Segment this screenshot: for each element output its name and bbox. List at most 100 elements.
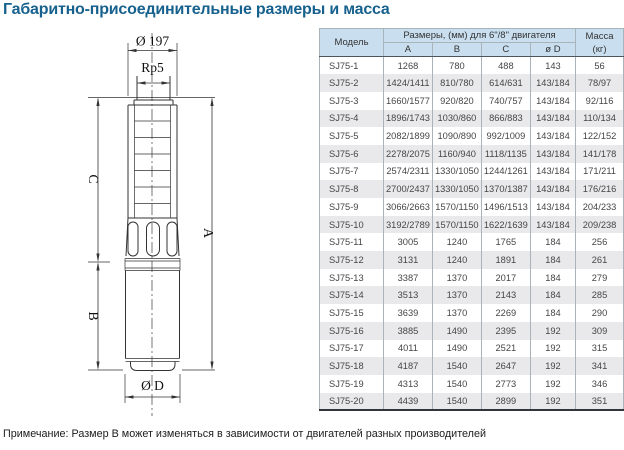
value-cell: 2700/2437 [382, 180, 433, 198]
model-cell: SJ75-5 [319, 127, 384, 145]
value-cell: 122/152 [575, 127, 624, 145]
value-cell: 290 [575, 304, 624, 322]
value-cell: 3513 [382, 286, 433, 305]
mass-label-line1: Масса [585, 30, 614, 42]
value-cell: 1570/1150 [431, 215, 482, 234]
col-header-model: Модель [319, 28, 384, 57]
table-row: SJ75-4 1896/1743 1030/860 866/883 143/184 110… [319, 109, 624, 128]
table-row: SJ75-1 1268 780 488 143 56 [319, 56, 624, 75]
value-cell: 1490 [431, 339, 482, 358]
value-cell: 351 [575, 392, 624, 412]
value-cell: 1896/1743 [382, 109, 433, 128]
value-cell: 143 [529, 56, 577, 75]
value-cell: 2082/1899 [382, 127, 433, 145]
value-cell: 309 [575, 321, 624, 340]
value-cell: 3885 [382, 321, 433, 340]
col-header-dims-group: Размеры, (мм) для 6"/8" двигателя [382, 28, 577, 43]
value-cell: 1540 [431, 357, 482, 375]
value-cell: 285 [575, 286, 624, 305]
value-cell: 1370 [431, 268, 482, 287]
dimensions-table: Модель Размеры, (мм) для 6"/8" двигателя… [319, 28, 624, 412]
value-cell: 2521 [480, 339, 531, 358]
value-cell: 2899 [480, 392, 531, 412]
value-cell: 92/116 [575, 91, 624, 110]
table-row: SJ75-18 4187 1540 2647 192 341 [319, 357, 624, 375]
value-cell: 1622/1639 [480, 215, 531, 234]
table-row: SJ75-8 2700/2437 1330/1050 1370/1387 143/184… [319, 180, 624, 198]
value-cell: 2574/2311 [382, 162, 433, 181]
table-row: SJ75-12 3131 1240 1891 184 261 [319, 251, 624, 269]
value-cell: 488 [480, 56, 531, 75]
value-cell: 4313 [382, 374, 433, 393]
value-cell: 1370 [431, 304, 482, 322]
value-cell: 1090/890 [431, 127, 482, 145]
table-row: SJ75-5 2082/1899 1090/890 992/1009 143/184 12… [319, 127, 624, 145]
value-cell: 2143 [480, 286, 531, 305]
value-cell: 143/184 [529, 74, 577, 92]
value-cell: 346 [575, 374, 624, 393]
value-cell: 192 [529, 374, 577, 393]
model-cell: SJ75-16 [319, 321, 384, 340]
value-cell: 1370 [431, 286, 482, 305]
mass-label-line2: (кг) [592, 43, 607, 55]
value-cell: 810/780 [431, 74, 482, 92]
model-cell: SJ75-11 [319, 233, 384, 252]
value-cell: 184 [529, 233, 577, 252]
value-cell: 2278/2075 [382, 144, 433, 163]
value-cell: 1240 [431, 251, 482, 269]
value-cell: 143/184 [529, 215, 577, 234]
model-cell: SJ75-17 [319, 339, 384, 358]
value-cell: 3639 [382, 304, 433, 322]
value-cell: 2647 [480, 357, 531, 375]
table-row: SJ75-17 4011 1490 2521 192 315 [319, 339, 624, 358]
model-cell: SJ75-10 [319, 215, 384, 234]
table-row: SJ75-20 4439 1540 2899 192 351 [319, 392, 624, 412]
model-cell: SJ75-13 [319, 268, 384, 287]
value-cell: 176/216 [575, 180, 624, 198]
model-cell: SJ75-8 [319, 180, 384, 198]
value-cell: 1540 [431, 374, 482, 393]
value-cell: 184 [529, 268, 577, 287]
value-cell: 184 [529, 251, 577, 269]
value-cell: 143/184 [529, 198, 577, 216]
value-cell: 3005 [382, 233, 433, 252]
value-cell: 110/134 [575, 109, 624, 128]
model-cell: SJ75-2 [319, 74, 384, 92]
model-cell: SJ75-6 [319, 144, 384, 163]
dimension-c: C [85, 97, 110, 263]
model-cell: SJ75-18 [319, 357, 384, 375]
value-cell: 1496/1513 [480, 198, 531, 216]
value-cell: 184 [529, 286, 577, 305]
value-cell: 3387 [382, 268, 433, 287]
model-cell: SJ75-20 [319, 392, 384, 412]
value-cell: 740/757 [480, 91, 531, 110]
table-row: SJ75-3 1660/1577 920/820 740/757 143/184 92/1… [319, 91, 624, 110]
thread-label: Rp5 [141, 60, 164, 75]
value-cell: 143/184 [529, 144, 577, 163]
table-row: SJ75-16 3885 1490 2395 192 309 [319, 321, 624, 340]
dim-c-label: C [85, 174, 100, 183]
value-cell: 192 [529, 339, 577, 358]
table-row: SJ75-11 3005 1240 1765 184 256 [319, 233, 624, 252]
col-header-d: ø D [529, 42, 577, 57]
model-cell: SJ75-3 [319, 91, 384, 110]
dim-a-label: A [200, 228, 215, 239]
col-header-c: C [480, 42, 531, 57]
value-cell: 184 [529, 304, 577, 322]
value-cell: 209/238 [575, 215, 624, 234]
value-cell: 143/184 [529, 91, 577, 110]
value-cell: 1030/860 [431, 109, 482, 128]
dimension-bottom-diameter: Ø D [124, 374, 181, 403]
value-cell: 1891 [480, 251, 531, 269]
value-cell: 341 [575, 357, 624, 375]
value-cell: 3066/2663 [382, 198, 433, 216]
value-cell: 1570/1150 [431, 198, 482, 216]
value-cell: 1160/940 [431, 144, 482, 163]
dimension-a: A [200, 97, 215, 370]
value-cell: 4187 [382, 357, 433, 375]
value-cell: 3131 [382, 251, 433, 269]
value-cell: 4011 [382, 339, 433, 358]
value-cell: 192 [529, 357, 577, 375]
value-cell: 1540 [431, 392, 482, 412]
dimension-top-diameter: Ø 197 [127, 34, 178, 96]
